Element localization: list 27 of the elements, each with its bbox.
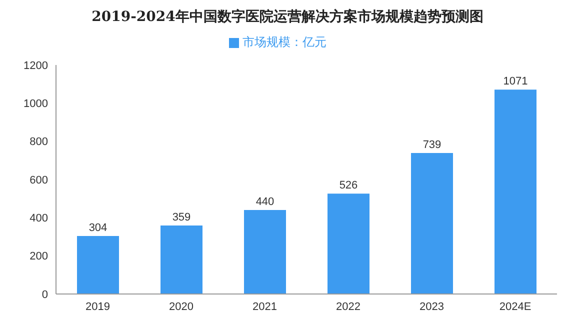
- y-tick-label: 600: [30, 174, 48, 186]
- x-tick-label: 2022: [336, 300, 360, 313]
- data-label: 526: [339, 180, 358, 192]
- bar: [244, 210, 286, 294]
- y-tick-label: 1200: [24, 60, 48, 72]
- x-tick-label: 2021: [252, 300, 277, 313]
- bar: [160, 225, 202, 294]
- x-tick-label: 2023: [420, 300, 444, 313]
- y-tick-label: 1000: [24, 98, 48, 110]
- y-tick-label: 0: [42, 288, 48, 301]
- data-label: 304: [88, 222, 108, 234]
- y-tick-label: 800: [30, 136, 48, 148]
- data-label: 739: [422, 138, 442, 151]
- data-label: 1071: [503, 76, 528, 88]
- bar: [494, 90, 536, 294]
- y-tick-label: 400: [30, 212, 48, 225]
- bar: [411, 152, 453, 294]
- chart-title: 2019-2024年中国数字医院运营解决方案市场规模趋势预测图: [90, 8, 484, 27]
- bar: [328, 194, 370, 294]
- data-label: 359: [172, 211, 191, 224]
- bar: [77, 236, 119, 294]
- legend-label: 市场规模：亿元: [242, 35, 326, 49]
- x-tick-label: 2024E: [499, 300, 532, 313]
- y-tick-label: 200: [30, 250, 48, 263]
- x-tick-label: 2020: [169, 300, 194, 313]
- x-tick-label: 2019: [86, 300, 110, 313]
- data-label: 440: [256, 196, 274, 208]
